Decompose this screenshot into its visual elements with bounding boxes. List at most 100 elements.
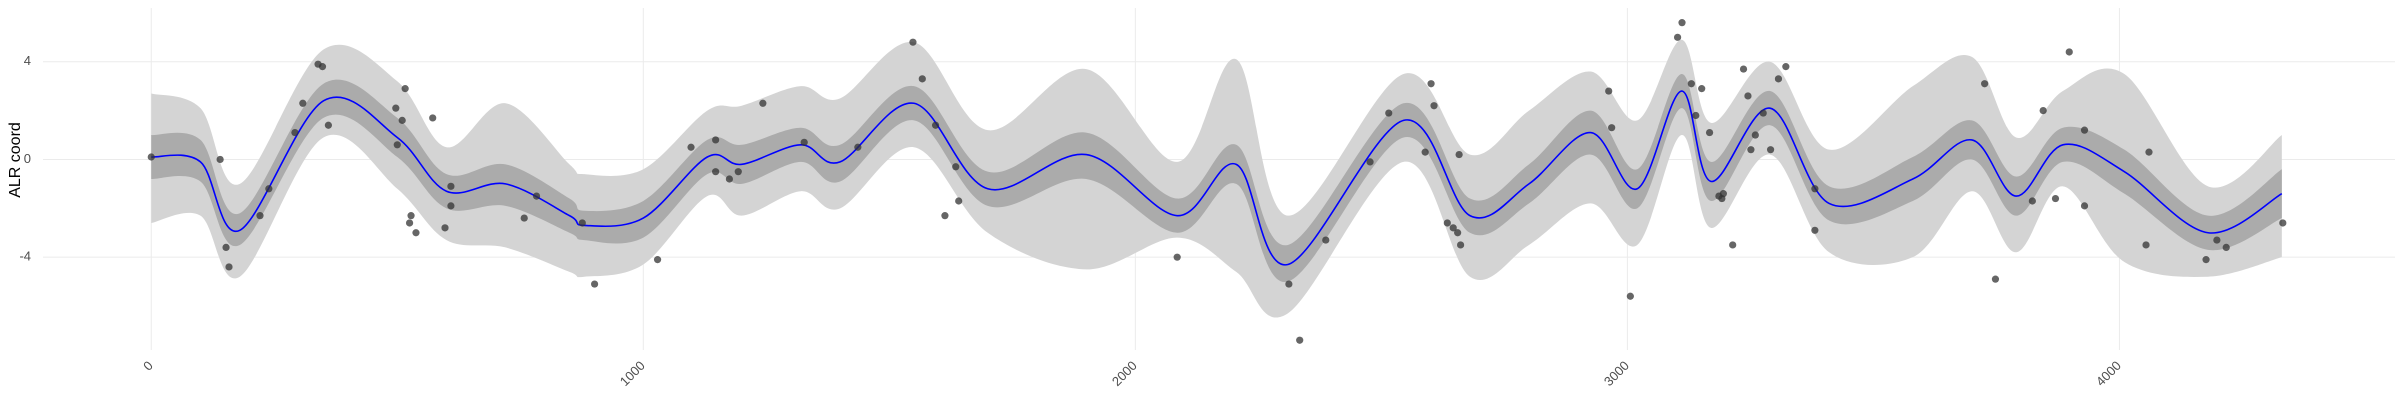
data-point (265, 185, 273, 193)
data-point (1449, 224, 1457, 232)
data-point (1285, 280, 1293, 288)
data-point (1744, 92, 1752, 100)
data-point (1456, 241, 1465, 249)
data-point (931, 121, 940, 129)
data-point (1751, 131, 1759, 139)
data-point (952, 163, 960, 171)
x-tick-label: 2000 (1109, 358, 1140, 389)
x-tick-label: 0 (140, 358, 156, 374)
data-point (2202, 256, 2210, 264)
data-point (299, 99, 307, 107)
data-point (393, 141, 401, 149)
data-point (2222, 243, 2230, 251)
data-point (447, 202, 455, 210)
data-point (1421, 148, 1429, 156)
data-point (1719, 190, 1727, 198)
data-point (1747, 146, 1755, 154)
x-tick-label: 4000 (2093, 358, 2124, 389)
data-point (2142, 241, 2150, 249)
data-point (1782, 63, 1790, 71)
data-point (1811, 226, 1819, 234)
data-point (1687, 80, 1695, 88)
y-tick-label: -4 (19, 249, 31, 264)
data-point (712, 168, 720, 176)
data-point (1739, 65, 1748, 73)
data-point (759, 99, 767, 107)
data-point (405, 219, 414, 227)
data-point (1678, 19, 1686, 27)
data-point (2145, 148, 2153, 156)
data-point (1454, 229, 1462, 237)
data-point (216, 155, 224, 164)
data-point (1774, 75, 1783, 83)
y-tick-label: 0 (24, 151, 31, 166)
data-point (590, 280, 599, 288)
data-point (392, 104, 400, 112)
data-point (324, 121, 332, 129)
y-axis-title: ALR coord (7, 122, 24, 198)
data-point (854, 143, 862, 151)
data-point (1608, 124, 1616, 132)
data-point (401, 85, 409, 93)
data-point (2051, 194, 2060, 203)
data-point (1626, 292, 1634, 300)
data-point (1692, 111, 1700, 120)
data-point (398, 116, 406, 124)
data-point (1430, 102, 1438, 110)
data-point (1673, 33, 1682, 41)
y-tick-label: 4 (24, 53, 31, 68)
data-point (1443, 219, 1451, 227)
data-point (687, 143, 695, 151)
data-point (734, 168, 742, 176)
data-point (1991, 275, 2000, 283)
data-point (2028, 197, 2036, 205)
mean-line (151, 90, 2283, 266)
data-point (725, 175, 734, 183)
data-point (412, 229, 420, 237)
data-point (909, 38, 917, 46)
data-point (256, 212, 264, 220)
data-point (2279, 219, 2287, 227)
data-point (1705, 128, 1714, 137)
data-point (1322, 236, 1330, 244)
data-point (407, 212, 415, 220)
data-point (2213, 236, 2221, 244)
data-point (441, 224, 449, 232)
data-point (1605, 87, 1613, 95)
data-point (147, 153, 155, 161)
data-point (429, 114, 437, 122)
data-point (1385, 109, 1393, 117)
data-point (520, 214, 528, 222)
data-point (918, 75, 926, 83)
data-point (532, 192, 541, 200)
data-point (222, 243, 230, 251)
data-point (2065, 48, 2073, 56)
data-point (1296, 336, 1304, 344)
data-point (955, 197, 963, 205)
data-point (1759, 109, 1767, 117)
data-point (800, 138, 808, 146)
data-point (578, 219, 586, 227)
data-point (1981, 80, 1989, 88)
data-point (2080, 202, 2089, 210)
data-point (1766, 146, 1775, 154)
data-point (653, 256, 662, 264)
data-point (1698, 85, 1706, 93)
data-point (1366, 158, 1374, 166)
data-point (941, 212, 949, 220)
data-point (1427, 80, 1435, 88)
data-point (1811, 185, 1819, 193)
x-tick-label: 3000 (1601, 358, 1632, 389)
data-point (1455, 150, 1463, 159)
data-point (2039, 107, 2047, 115)
data-point (291, 128, 299, 137)
data-point (225, 263, 233, 271)
x-tick-label: 1000 (617, 358, 648, 389)
data-point (2080, 126, 2089, 134)
data-point (1729, 241, 1737, 249)
data-point (447, 182, 455, 190)
data-point (318, 63, 327, 71)
data-point (1173, 253, 1181, 261)
